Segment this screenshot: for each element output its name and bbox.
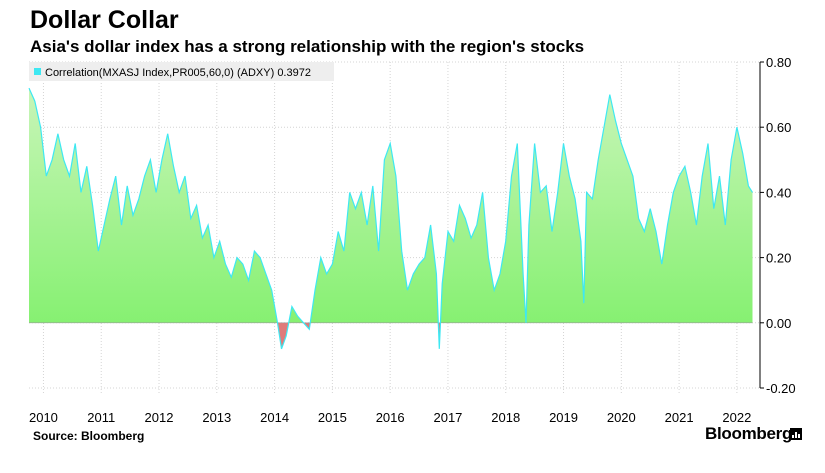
chart-title: Dollar Collar — [30, 6, 179, 34]
x-tick-label: 2020 — [607, 410, 636, 425]
series-line — [28, 87, 754, 350]
legend: Correlation(MXASJ Index,PR005,60,0) (ADX… — [29, 62, 334, 81]
x-tick-label: 2018 — [491, 410, 520, 425]
y-tick-label: -0.20 — [766, 381, 796, 396]
x-tick-label: 2019 — [549, 410, 578, 425]
chart-subtitle: Asia's dollar index has a strong relatio… — [30, 37, 585, 56]
area-positive — [29, 88, 753, 323]
x-tick-label: 2013 — [202, 410, 231, 425]
bar-chart-icon — [790, 428, 802, 440]
y-tick-label: 0.00 — [766, 316, 791, 331]
y-tick-label: 0.60 — [766, 120, 791, 135]
y-tick-label: 0.20 — [766, 251, 791, 266]
x-tick-label: 2012 — [145, 410, 174, 425]
legend-swatch — [34, 68, 41, 75]
x-tick-label: 2022 — [722, 410, 751, 425]
legend-box — [29, 62, 334, 81]
x-axis-ticks: 2010 2011 2012 2013 2014 2015 2016 2017 2018 2019… — [29, 410, 751, 425]
x-tick-label: 2010 — [29, 410, 58, 425]
x-tick-label: 2016 — [376, 410, 405, 425]
x-tick-label: 2015 — [318, 410, 347, 425]
legend-label: Correlation(MXASJ Index,PR005,60,0) (ADX… — [45, 67, 311, 79]
x-tick-label: 2014 — [260, 410, 289, 425]
x-tick-label: 2021 — [665, 410, 694, 425]
y-axis-ticks: 0.80 0.60 0.40 0.20 0.00 -0.20 — [760, 55, 796, 396]
brand-logo-text: Bloomberg — [705, 424, 793, 443]
y-tick-label: 0.80 — [766, 55, 791, 70]
x-tick-label: 2011 — [87, 410, 115, 425]
y-tick-label: 0.40 — [766, 185, 791, 200]
source-note: Source: Bloomberg — [33, 429, 145, 443]
x-tick-label: 2017 — [433, 410, 462, 425]
